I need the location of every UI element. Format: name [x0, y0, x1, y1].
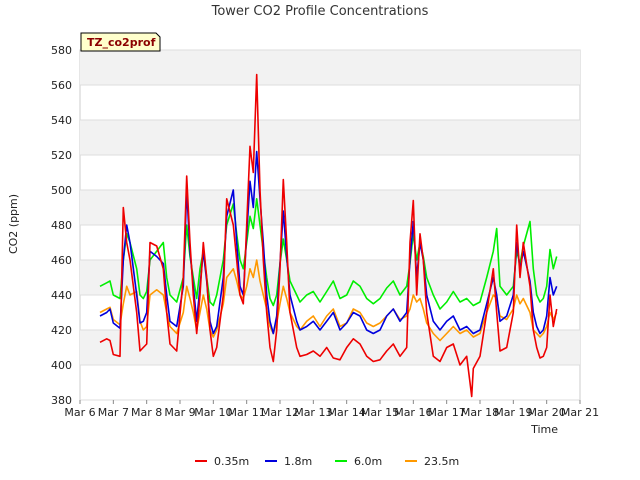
x-tick-label: Mar 19	[494, 406, 532, 419]
grid-band	[80, 50, 580, 85]
y-tick-label: 540	[51, 114, 72, 127]
site-badge: TZ_co2prof	[80, 32, 161, 52]
x-tick-label: Mar 15	[361, 406, 399, 419]
series-layer	[99, 73, 558, 398]
y-axis-ticks: 380 400 420 440 460 480 500 520 540 560 580	[51, 44, 72, 407]
legend-label-6.0m: 6.0m	[354, 455, 382, 468]
grid-band	[80, 120, 580, 155]
badge-box	[80, 32, 161, 52]
y-tick-label: 460	[51, 254, 72, 267]
chart-title: Tower CO2 Profile Concentrations	[211, 4, 429, 19]
x-tick-label: Mar 11	[228, 406, 266, 419]
grid-band	[80, 260, 580, 295]
series-line-6.0m	[99, 198, 558, 310]
x-tick-label: Mar 7	[98, 406, 129, 419]
series-line-23.5m	[99, 259, 558, 342]
y-tick-label: 480	[51, 219, 72, 232]
x-tick-label: Mar 6	[64, 406, 95, 419]
x-tick-label: Mar 17	[428, 406, 466, 419]
x-tick-label: Mar 9	[164, 406, 195, 419]
y-tick-label: 580	[51, 44, 72, 57]
series-line-0.35m	[99, 73, 558, 398]
x-tick-label: Mar 13	[294, 406, 332, 419]
legend-label-0.35m: 0.35m	[214, 455, 249, 468]
y-tick-label: 500	[51, 184, 72, 197]
x-tick-label: Mar 14	[328, 406, 366, 419]
legend: 0.35m 1.8m 6.0m 23.5m	[195, 455, 459, 468]
y-tick-label: 560	[51, 79, 72, 92]
x-tick-label: Mar 12	[261, 406, 299, 419]
y-tick-label: 520	[51, 149, 72, 162]
x-tick-label: Mar 10	[194, 406, 232, 419]
grid-band	[80, 190, 580, 225]
y-tick-label: 380	[51, 394, 72, 407]
x-tick-label: Mar 8	[131, 406, 162, 419]
x-tick-label: Mar 21	[561, 406, 599, 419]
y-tick-label: 420	[51, 324, 72, 337]
grid-band	[80, 330, 580, 365]
legend-label-1.8m: 1.8m	[284, 455, 312, 468]
x-axis-label: Time	[530, 423, 558, 436]
y-tick-label: 440	[51, 289, 72, 302]
x-tick-label: Mar 16	[394, 406, 432, 419]
x-tick-label: Mar 20	[528, 406, 566, 419]
legend-label-23.5m: 23.5m	[424, 455, 459, 468]
y-axis-label: CO2 (ppm)	[7, 194, 20, 254]
x-tick-label: Mar 18	[461, 406, 499, 419]
y-tick-label: 400	[51, 359, 72, 372]
badge-label: TZ_co2prof	[87, 36, 156, 49]
